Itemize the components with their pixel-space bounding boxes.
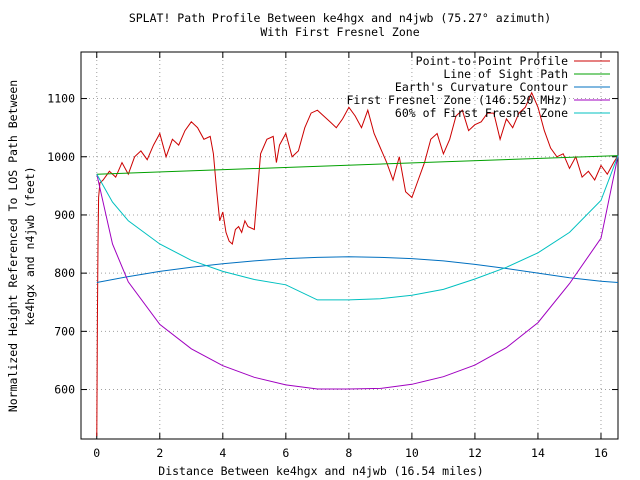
grid-lines	[81, 52, 618, 439]
legend-label: Earth's Curvature Contour	[395, 80, 568, 94]
chart-subtitle: With First Fresnel Zone	[260, 25, 419, 39]
x-tick-label: 6	[282, 446, 289, 460]
plot-frame	[80, 51, 619, 440]
x-tick-label: 10	[405, 446, 419, 460]
y-tick-label: 1000	[47, 150, 75, 164]
legend-label: 60% of First Fresnel Zone	[395, 106, 568, 120]
y-tick-label: 700	[54, 324, 75, 338]
y-axis-label-line-2: ke4hgx and n4jwb (feet)	[23, 166, 37, 325]
legend-label: Line of Sight Path	[443, 67, 568, 81]
chart-title: SPLAT! Path Profile Between ke4hgx and n…	[129, 11, 551, 25]
series-line-first-fresnel-zone-146-520-mhz	[96, 155, 619, 390]
x-axis-ticks: 0 2 4 6 8 10 12 14 16	[93, 52, 608, 460]
x-tick-label: 14	[531, 446, 545, 460]
x-tick-label: 4	[219, 446, 226, 460]
legend-label: First Fresnel Zone (146.520 MHz)	[346, 93, 568, 107]
series-line-60-of-first-fresnel-zone	[96, 155, 619, 301]
x-axis-label: Distance Between ke4hgx and n4jwb (16.54…	[158, 464, 483, 478]
x-tick-label: 0	[93, 446, 100, 460]
series-line-line-of-sight-path	[96, 155, 619, 175]
y-axis-ticks: 600 700 800 900 1000 1100	[47, 92, 618, 397]
y-tick-label: 1100	[47, 92, 75, 106]
y-tick-label: 900	[54, 208, 75, 222]
legend-label: Point-to-Point Profile	[416, 54, 568, 68]
x-tick-label: 2	[156, 446, 163, 460]
x-tick-label: 8	[345, 446, 352, 460]
x-tick-label: 16	[594, 446, 608, 460]
series-line-earth-s-curvature-contour	[96, 256, 619, 283]
y-tick-label: 800	[54, 266, 75, 280]
series-line-point-to-point-profile	[96, 91, 619, 437]
y-axis-label-line-1: Normalized Height Referenced To LOS Path…	[6, 80, 20, 412]
x-tick-label: 12	[468, 446, 482, 460]
y-tick-label: 600	[54, 383, 75, 397]
series-lines	[96, 91, 619, 437]
